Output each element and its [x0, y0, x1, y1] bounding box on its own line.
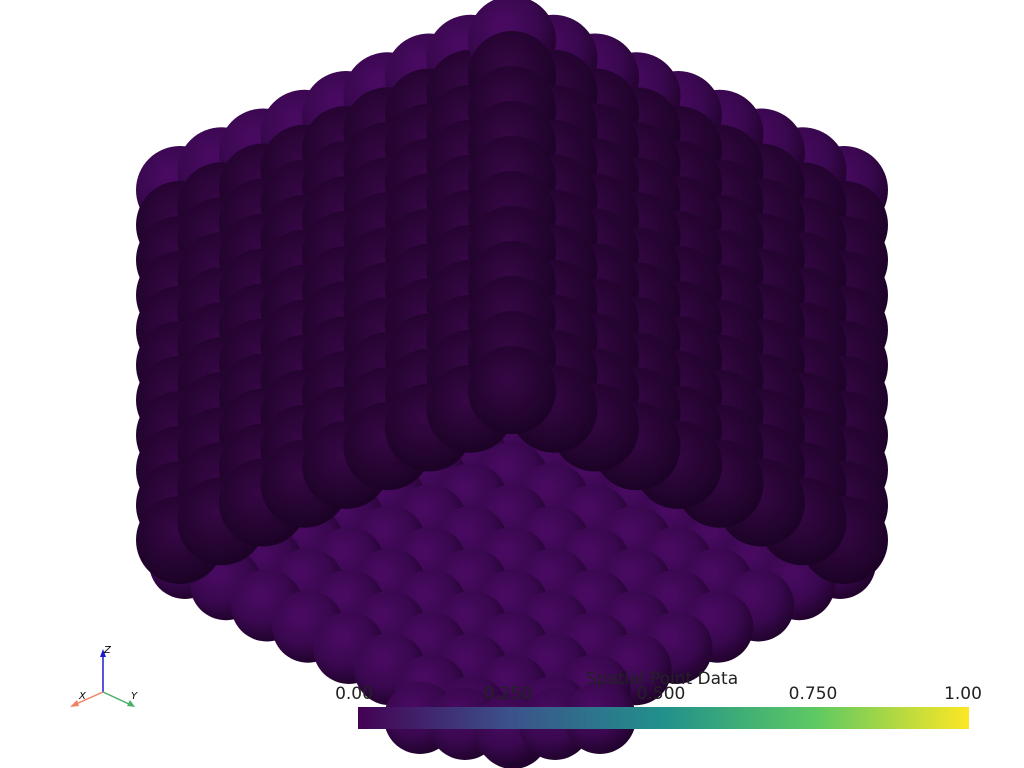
y-axis-line: [102, 691, 130, 705]
scalar-bar-tick: 0.00: [335, 684, 373, 704]
scalar-bar-tick: 1.00: [944, 684, 982, 704]
orientation-axes-widget: [70, 649, 135, 707]
sphere: [468, 346, 556, 434]
z-axis-arrow-icon: [100, 649, 106, 657]
y-axis-arrow-icon: [127, 700, 135, 707]
scalar-bar-title: Spatial Point Data: [586, 669, 739, 689]
x-axis-line: [75, 691, 104, 705]
x-axis-label: X: [79, 691, 86, 702]
y-axis-label: Y: [131, 691, 138, 702]
scalar-bar-tick: 0.250: [483, 684, 533, 704]
scalar-bar-tick: 0.500: [636, 684, 686, 704]
z-axis-label: Z: [104, 645, 111, 656]
x-axis-arrow-icon: [70, 700, 79, 707]
scalar-bar-gradient: [358, 707, 969, 729]
right-wall-spheres: [468, 0, 888, 584]
scalar-bar-tick: 0.750: [788, 684, 838, 704]
